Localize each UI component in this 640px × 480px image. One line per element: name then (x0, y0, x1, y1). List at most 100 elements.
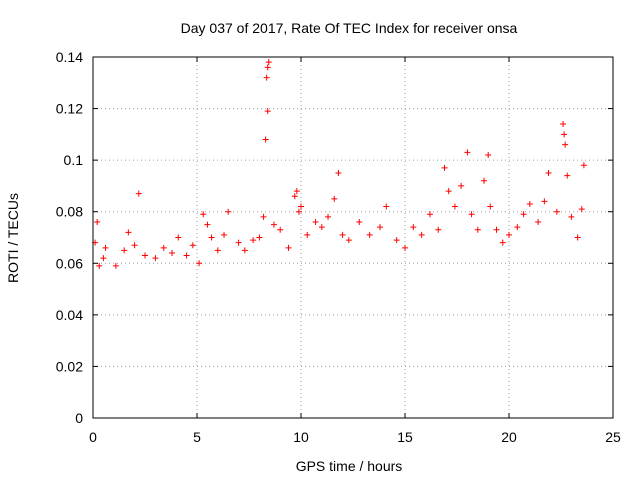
y-tick-label: 0.02 (56, 358, 83, 374)
data-point (298, 203, 304, 210)
data-point (250, 237, 257, 244)
data-point (356, 219, 363, 226)
data-point (295, 208, 302, 215)
data-point (520, 211, 527, 218)
data-point (366, 231, 373, 238)
data-point (568, 213, 575, 220)
data-point (441, 164, 448, 171)
x-tick-label: 20 (501, 429, 517, 445)
data-point (481, 177, 488, 184)
data-point (561, 131, 568, 138)
data-point (474, 226, 481, 233)
data-point (535, 219, 542, 226)
data-point (451, 203, 458, 210)
data-point (260, 213, 267, 220)
y-tick-label: 0.08 (56, 204, 83, 220)
data-point (183, 252, 190, 259)
data-point (331, 195, 338, 202)
data-point (264, 108, 271, 115)
data-point (493, 226, 500, 233)
data-point (112, 262, 119, 269)
y-tick-label: 0.06 (56, 255, 83, 271)
data-point (318, 224, 325, 231)
data-point (196, 260, 203, 267)
data-point (458, 182, 465, 189)
x-tick-label: 10 (293, 429, 309, 445)
data-point (214, 247, 221, 254)
data-point (418, 231, 425, 238)
data-point (383, 203, 390, 210)
x-tick-label: 0 (89, 429, 97, 445)
gridlines (93, 57, 613, 418)
data-point (377, 224, 384, 231)
data-point (270, 221, 277, 228)
data-point (312, 219, 319, 226)
data-point (393, 237, 400, 244)
data-point (335, 170, 342, 177)
data-point (304, 231, 311, 238)
data-point (468, 211, 475, 218)
data-point (262, 136, 269, 143)
x-tick-label: 15 (397, 429, 413, 445)
data-point (160, 244, 167, 251)
data-point (208, 234, 215, 241)
data-point (221, 231, 228, 238)
data-point (578, 206, 585, 213)
tick-labels: 0 5 10 15 20 25 0 0.02 0.04 0.06 0.08 0.1 0.12 0.14 (56, 49, 621, 445)
data-point (102, 244, 109, 251)
data-point (514, 224, 521, 231)
axis-ticks (92, 56, 614, 419)
data-point (135, 190, 142, 197)
data-point (285, 244, 292, 251)
data-point (96, 262, 103, 269)
y-tick-label: 0.12 (56, 101, 83, 117)
data-point (426, 211, 433, 218)
data-point (580, 162, 587, 169)
data-point (464, 149, 471, 156)
data-point (200, 211, 207, 218)
data-point (241, 247, 248, 254)
data-point (345, 237, 352, 244)
data-point (125, 229, 132, 236)
y-axis-label: ROTI / TECUs (5, 193, 21, 283)
y-tick-label: 0.14 (56, 49, 83, 65)
data-point (487, 203, 494, 210)
data-point (574, 234, 581, 241)
data-point (264, 64, 271, 71)
data-point (325, 213, 332, 220)
data-point (121, 247, 128, 254)
data-point (256, 234, 263, 241)
chart-title: Day 037 of 2017, Rate Of TEC Index for r… (181, 20, 518, 36)
data-point (225, 208, 232, 215)
data-point (265, 59, 272, 66)
data-point (402, 244, 408, 251)
plot-frame (92, 56, 614, 419)
data-point (410, 224, 417, 231)
data-point (506, 231, 512, 238)
x-tick-label: 25 (605, 429, 621, 445)
data-point (204, 221, 211, 228)
data-point (445, 188, 452, 195)
data-point (485, 151, 492, 158)
data-points (92, 59, 587, 269)
x-tick-label: 5 (193, 429, 201, 445)
y-tick-label: 0 (75, 410, 83, 426)
data-point (169, 249, 176, 256)
data-point (435, 226, 442, 233)
data-point (175, 234, 182, 241)
x-axis-label: GPS time / hours (296, 458, 403, 474)
data-point (142, 252, 148, 259)
data-point (235, 239, 242, 246)
y-tick-label: 0.04 (56, 307, 83, 323)
data-point (562, 141, 569, 148)
data-point (293, 188, 300, 195)
data-point (100, 255, 107, 262)
data-point (560, 121, 567, 128)
data-point (541, 198, 548, 205)
data-point (263, 74, 270, 81)
data-point (94, 219, 101, 226)
data-point (545, 170, 552, 177)
y-tick-label: 0.1 (64, 152, 84, 168)
data-point (339, 231, 346, 238)
